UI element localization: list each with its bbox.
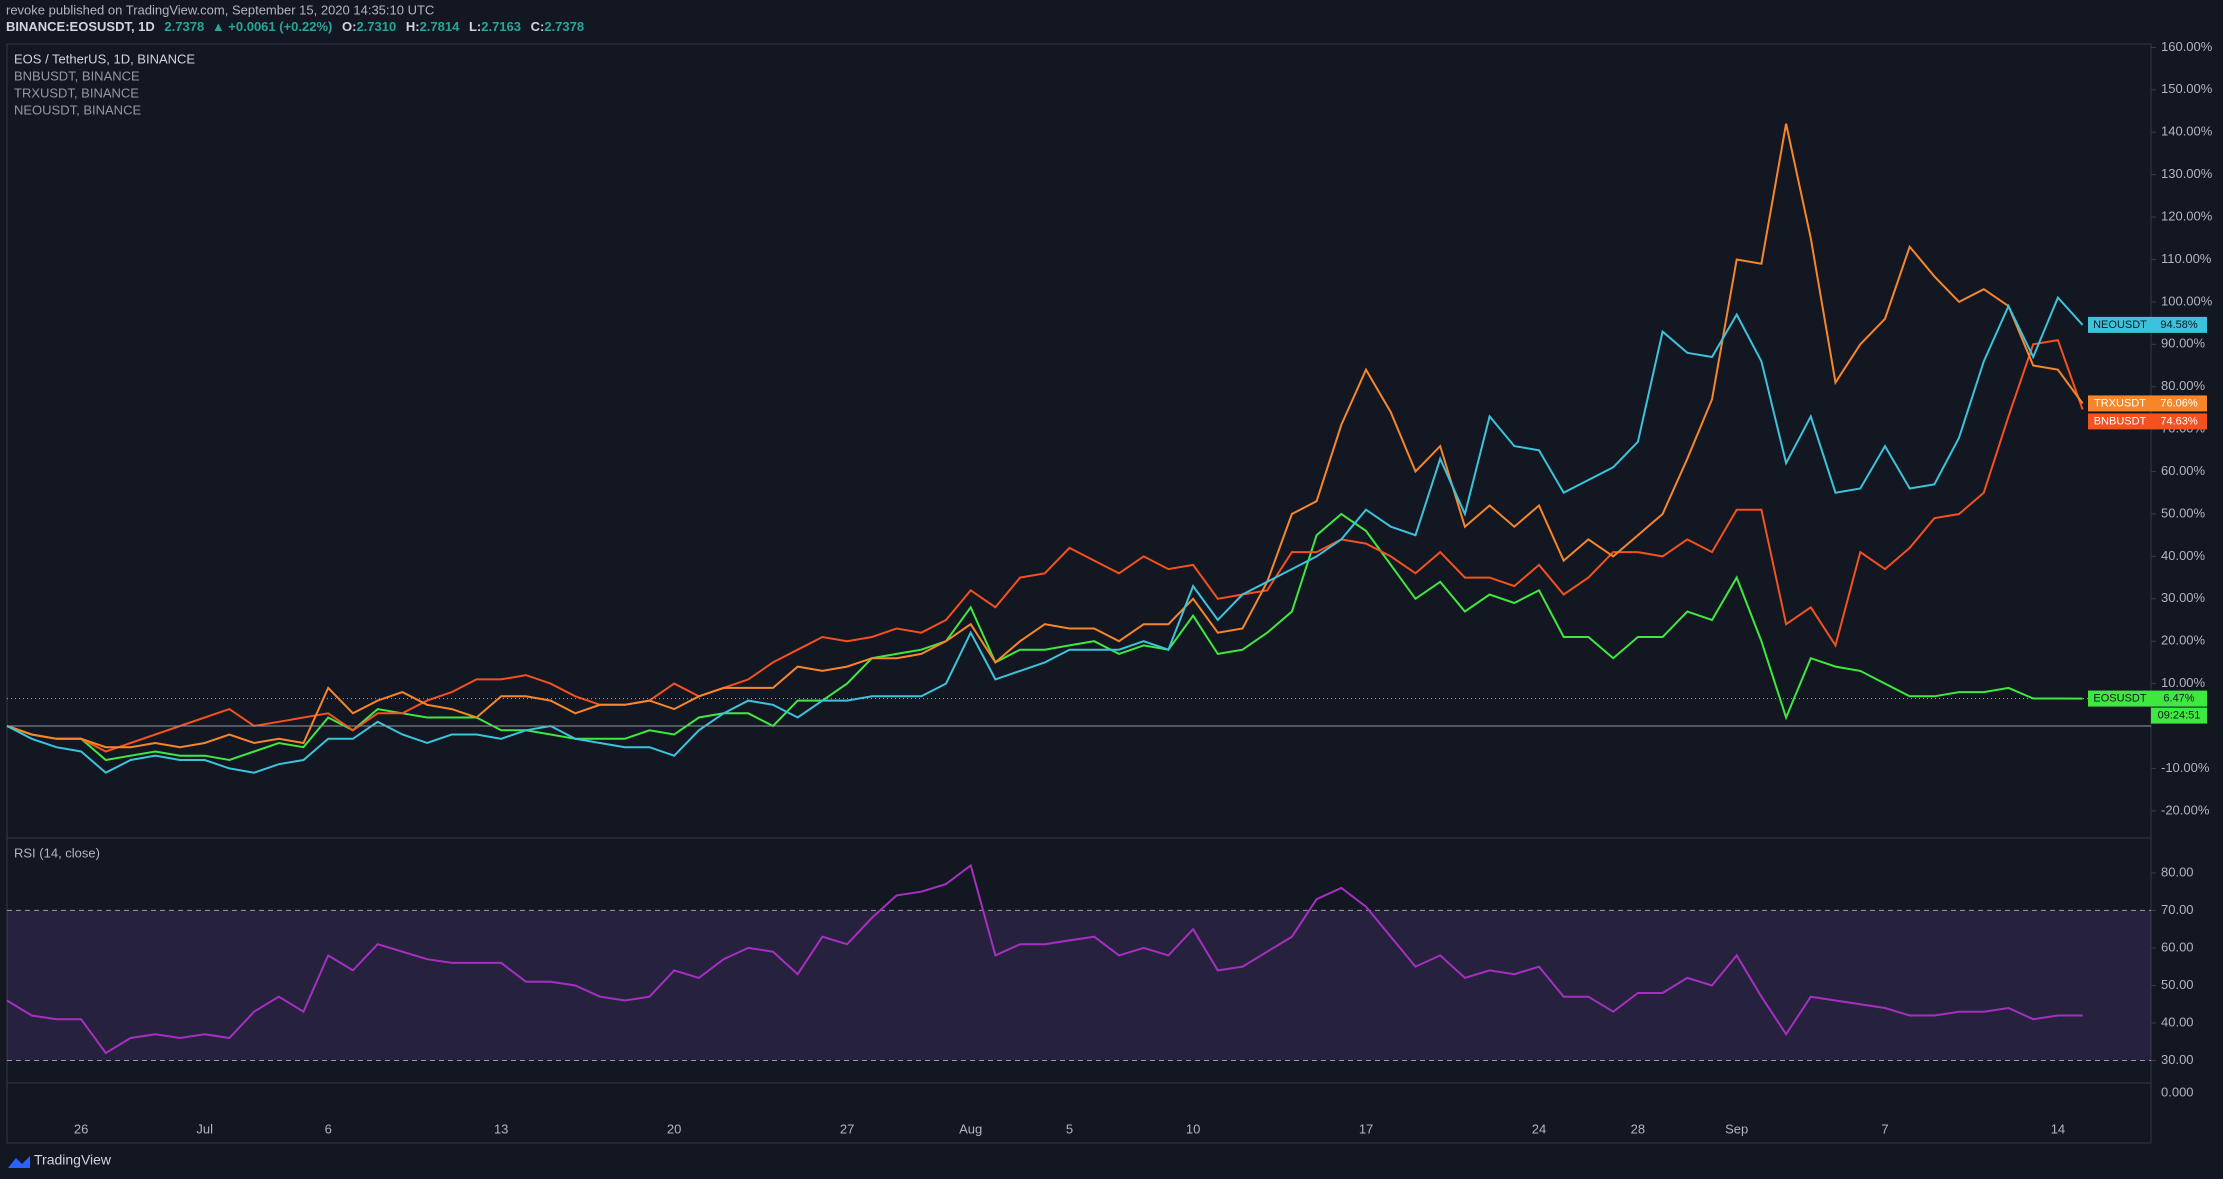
symbol: BINANCE:EOSUSDT, 1D: [6, 19, 155, 34]
badge-value: 76.06%: [2160, 397, 2198, 409]
y-tick-label: 30.00%: [2161, 590, 2206, 605]
badge-name: EOSUSDT: [2093, 692, 2146, 704]
x-tick-label: Sep: [1725, 1121, 1748, 1136]
badge-name-box: [2088, 395, 2151, 412]
legend-entry: TRXUSDT, BINANCE: [14, 85, 139, 100]
y-tick-label: 40.00%: [2161, 548, 2206, 563]
h-label: H:: [406, 19, 420, 34]
y-tick-label: 80.00%: [2161, 378, 2206, 393]
y-tick-label: 50.00%: [2161, 505, 2206, 520]
x-tick-label: 13: [494, 1121, 508, 1136]
series-line: [6, 123, 2084, 749]
badge-name: NEOUSDT: [2093, 319, 2147, 331]
x-tick-label: 24: [1532, 1121, 1546, 1136]
badge-value: 74.63%: [2160, 415, 2198, 427]
y-tick-label: 160.00%: [2161, 39, 2213, 54]
legend-entry: EOS / TetherUS, 1D, BINANCE: [14, 51, 195, 66]
c-label: C:: [531, 19, 545, 34]
y-tick-label: 130.00%: [2161, 166, 2213, 181]
y-tick-label: 80.00: [2161, 864, 2194, 879]
y-tick-label: -10.00%: [2161, 760, 2210, 775]
y-tick-label: 40.00: [2161, 1014, 2194, 1029]
pane-title: RSI (14, close): [14, 845, 100, 860]
x-tick-label: 20: [667, 1121, 681, 1136]
x-tick-label: 5: [1066, 1121, 1073, 1136]
y-tick-label: 100.00%: [2161, 293, 2213, 308]
badge-value-box: [2151, 690, 2207, 707]
y-tick-label: 50.00: [2161, 977, 2194, 992]
series-line: [6, 863, 2083, 1055]
x-tick-label: Aug: [959, 1121, 982, 1136]
badge-value: 6.47%: [2163, 692, 2194, 704]
o-label: O:: [342, 19, 356, 34]
y-tick-label: 120.00%: [2161, 208, 2213, 223]
badge-value-box: [2151, 395, 2207, 412]
h: 2.7814: [420, 19, 461, 34]
countdown: 09:24:51: [2158, 709, 2201, 721]
countdown-box: [2151, 707, 2207, 724]
x-tick-label: 7: [1881, 1121, 1888, 1136]
x-tick-label: 27: [840, 1121, 854, 1136]
y-tick-label: 60.00%: [2161, 463, 2206, 478]
badge-name-box: [2088, 316, 2151, 333]
publisher: revoke published on TradingView.com, Sep…: [6, 2, 434, 17]
series-line: [6, 295, 2084, 774]
brand: TradingView: [34, 1152, 112, 1168]
x-tick-label: 14: [2051, 1121, 2065, 1136]
x-tick-label: 10: [1186, 1121, 1200, 1136]
y-tick-label: 10.00%: [2161, 675, 2206, 690]
logo: [8, 1156, 30, 1168]
c: 2.7378: [544, 19, 584, 34]
x-tick-label: 28: [1631, 1121, 1645, 1136]
y-tick-label: 150.00%: [2161, 81, 2213, 96]
rsi-band: [7, 910, 2151, 1061]
legend-entry: NEOUSDT, BINANCE: [14, 102, 141, 117]
x-tick-label: Jul: [196, 1121, 213, 1136]
y-tick-label: 30.00: [2161, 1052, 2194, 1067]
y-tick-label: 110.00%: [2161, 251, 2212, 266]
plot-frame: [6, 43, 2152, 1144]
x-tick-label: 6: [325, 1121, 332, 1136]
badge-value-box: [2151, 413, 2207, 430]
badge-name-box: [2088, 413, 2151, 430]
badge-value-box: [2151, 316, 2207, 333]
series-line: [6, 338, 2084, 753]
badge-name: BNBUSDT: [2094, 415, 2147, 427]
y-tick-label: -20.00%: [2161, 802, 2210, 817]
badge-name: TRXUSDT: [2094, 397, 2146, 409]
change: ▲ +0.0061 (+0.22%): [212, 19, 333, 34]
o: 2.7310: [356, 19, 396, 34]
scale-label: 0.000: [2161, 1084, 2194, 1099]
last: 2.7378: [164, 19, 204, 34]
x-tick-label: 26: [74, 1121, 88, 1136]
l: 2.7163: [481, 19, 521, 34]
y-tick-label: 20.00%: [2161, 633, 2206, 648]
y-tick-label: 70.00: [2161, 902, 2194, 917]
badge-value: 94.58%: [2160, 319, 2198, 331]
symbol-line: BINANCE:EOSUSDT, 1D 2.7378 ▲ +0.0061 (+0…: [6, 19, 584, 34]
badge-name-box: [2088, 690, 2151, 707]
y-tick-label: 140.00%: [2161, 124, 2213, 139]
y-tick-label: 90.00%: [2161, 336, 2206, 351]
legend-entry: BNBUSDT, BINANCE: [14, 68, 140, 83]
l-label: L:: [469, 19, 481, 34]
y-tick-label: 60.00: [2161, 939, 2194, 954]
x-tick-label: 17: [1359, 1121, 1373, 1136]
